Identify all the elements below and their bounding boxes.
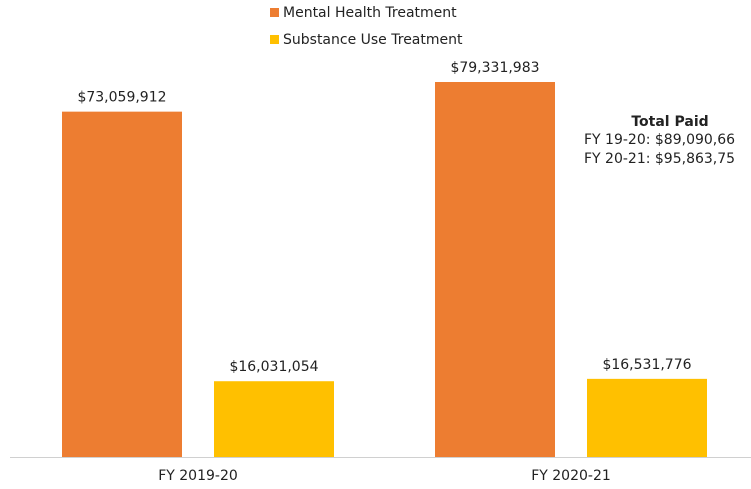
value-label: $16,531,776 <box>602 357 691 373</box>
bar <box>587 378 707 457</box>
value-label: $73,059,912 <box>77 90 166 106</box>
annotation-line: FY 19-20: $89,090,66 <box>584 132 735 148</box>
x-tick-label: FY 2019-20 <box>158 468 238 484</box>
bar <box>435 82 555 457</box>
value-label: $16,031,054 <box>229 359 318 375</box>
legend-label: Mental Health Treatment <box>283 5 457 21</box>
legend-label: Substance Use Treatment <box>283 32 463 48</box>
annotation-line: FY 20-21: $95,863,75 <box>584 151 735 167</box>
x-tick-label: FY 2020-21 <box>531 468 611 484</box>
legend-swatch <box>270 35 279 44</box>
bar <box>214 381 334 457</box>
bar <box>62 111 182 458</box>
annotation-title: Total Paid <box>631 114 708 130</box>
value-label: $79,331,983 <box>450 60 539 76</box>
legend-swatch <box>270 8 279 17</box>
